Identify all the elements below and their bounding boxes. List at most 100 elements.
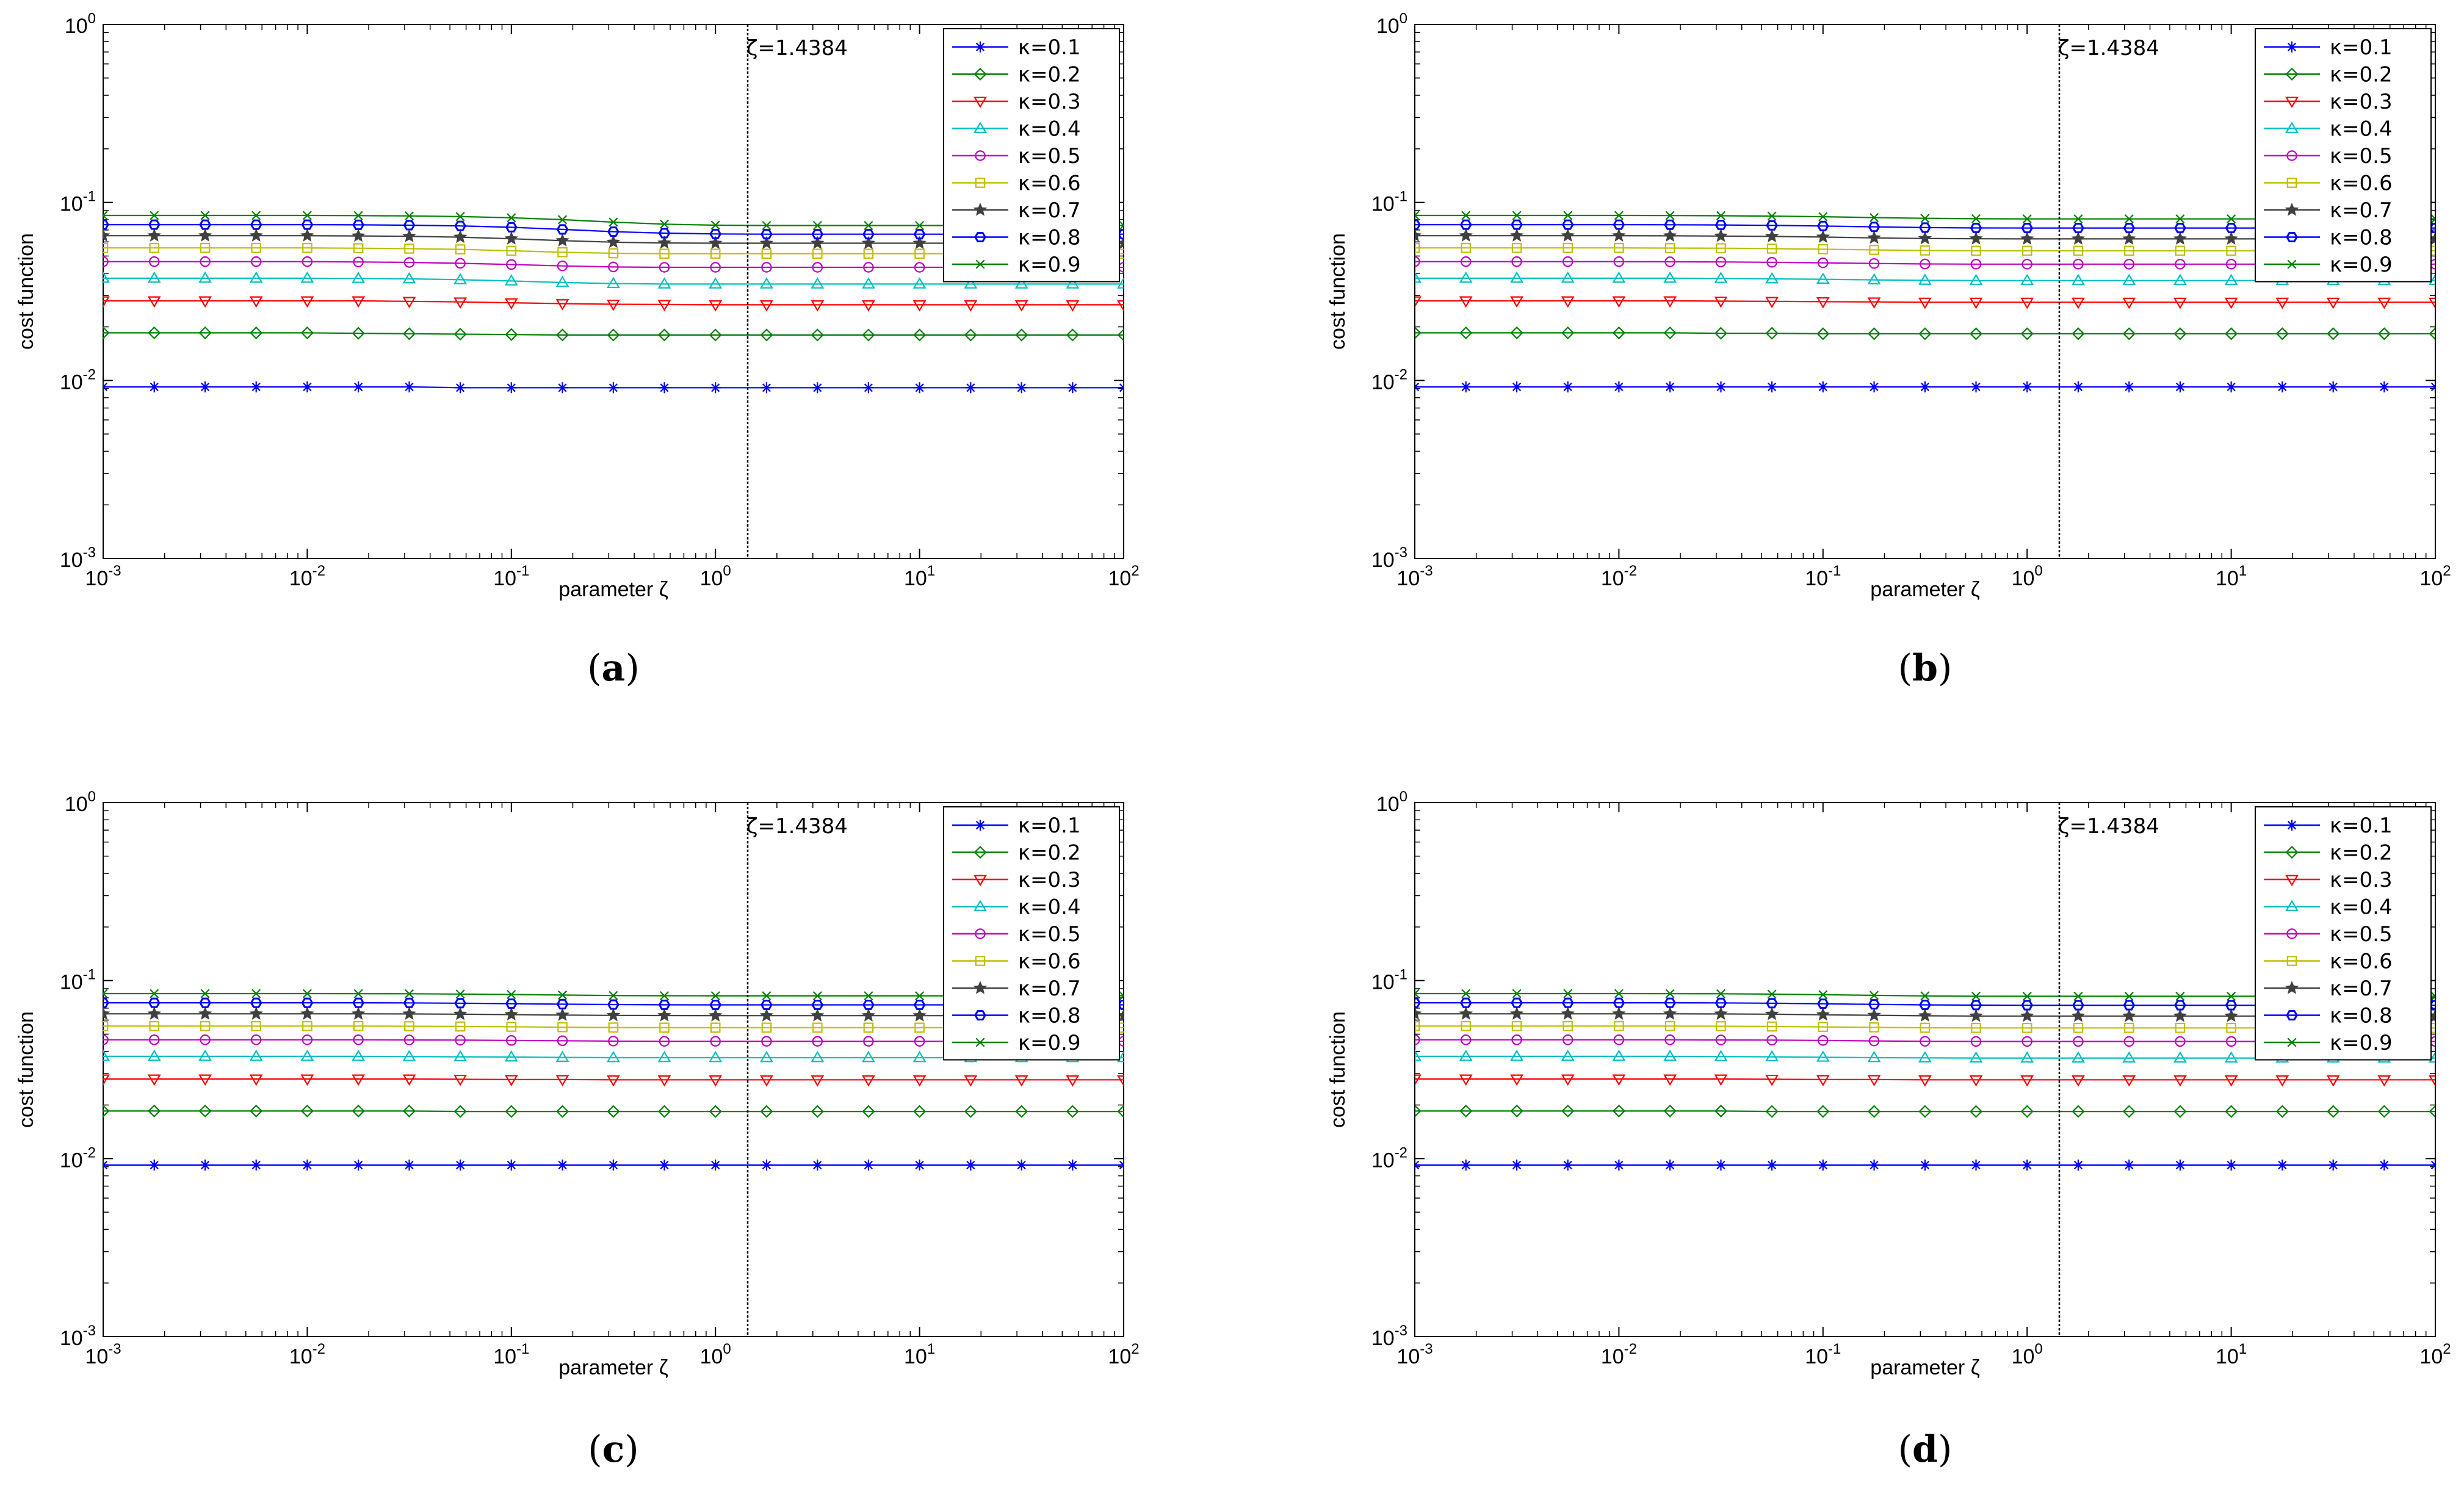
data-point [1459,271,1473,283]
data-point [1117,277,1124,289]
data-point [507,213,516,223]
data-point [914,248,925,259]
data-point [505,1105,518,1118]
data-point [1459,296,1473,308]
legend-label: κ=0.4 [1018,117,1081,142]
data-point [2175,214,2185,224]
data-point [453,273,468,284]
data-point [862,229,875,240]
data-point [2174,223,2186,234]
data-point [1016,382,1027,394]
panel-letter: d [1912,1428,1938,1471]
data-point [1970,1159,1982,1171]
data-point [2175,1022,2186,1033]
data-point [659,1159,670,1171]
data-point [709,1050,723,1063]
data-point [103,1104,110,1117]
legend-item-2: κ=0.2 [2264,63,2393,87]
legend-label: κ=0.8 [2330,226,2393,250]
data-point [914,382,925,394]
data-point [1766,1021,1777,1032]
data-point [249,1074,263,1086]
legend-marker [975,1038,985,1047]
data-point [1920,258,1931,270]
data-point [1663,228,1677,242]
data-point [2225,223,2238,234]
data-point [760,328,773,342]
data-point [2224,273,2238,286]
data-point [760,277,773,289]
series-markers-7 [103,1006,1124,1022]
legend-item-9: κ=0.9 [2264,1031,2393,1055]
data-point [557,382,568,394]
data-point [149,1020,160,1031]
data-point [609,217,618,227]
data-point [505,1159,517,1171]
data-point [1869,245,1879,255]
data-point [301,997,314,1008]
data-point [2327,1159,2339,1171]
data-point [302,1159,313,1171]
series-line-2 [103,332,1124,336]
data-point [608,1022,619,1033]
data-point [710,220,720,230]
data-point [1663,1074,1677,1086]
data-point [1415,326,1422,339]
data-point [250,326,263,339]
x-tick-label: 101 [904,563,935,590]
data-point [200,989,210,998]
data-point [607,382,619,394]
data-point [1714,220,1727,231]
data-point [2275,327,2289,341]
data-point [1415,1049,1422,1061]
data-point [1511,1034,1522,1045]
data-point [760,1105,773,1118]
legend-item-1: κ=0.1 [2264,814,2393,838]
data-point [103,1049,110,1061]
legend-marker [974,900,987,911]
data-point [861,277,875,289]
legend-item-4: κ=0.4 [952,895,1081,920]
series-markers-6 [1415,242,2435,256]
reference-line-label: ζ=1.4384 [2058,814,2159,839]
data-point [1765,1006,1779,1020]
data-point [1665,211,1675,220]
data-point [1816,297,1830,309]
data-point [1119,220,1124,230]
data-point [1969,297,1983,309]
data-point [455,212,465,222]
data-point [1867,273,1881,285]
legend-label: κ=0.5 [2330,144,2393,168]
data-point [504,298,518,310]
data-point [1117,1050,1124,1063]
data-point [2377,327,2391,341]
data-point [455,244,466,255]
data-point [402,1006,416,1020]
data-point [1817,1159,1829,1171]
data-point [1970,1000,1982,1011]
legend-marker [2286,42,2297,52]
data-point [1562,381,1573,392]
data-point [2072,297,2085,309]
data-point [1767,211,1777,221]
data-point [2275,1075,2289,1087]
y-tick-label: 10-1 [60,967,96,994]
data-point [1563,1020,1573,1031]
data-point [1613,256,1625,267]
legend-label: κ=0.2 [1018,841,1081,865]
data-point [1510,326,1523,339]
data-point [964,1105,977,1118]
data-point [1868,381,1880,392]
legend-marker [974,121,987,133]
data-point [2124,214,2134,224]
data-point [1118,382,1124,394]
y-tick-label: 10-3 [60,1323,96,1350]
data-point [404,1021,414,1031]
data-point [2173,327,2187,341]
legend-label: κ=0.7 [2330,977,2393,1001]
data-point [1663,1104,1677,1117]
x-tick-label: 101 [904,1341,935,1368]
data-point [1066,300,1080,312]
data-point [606,300,620,311]
legend-label: κ=0.9 [2330,1031,2393,1055]
